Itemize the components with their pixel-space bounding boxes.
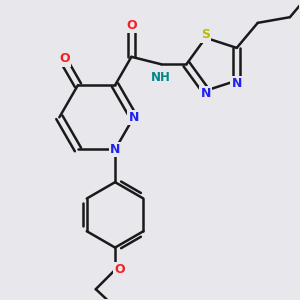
Text: O: O — [59, 52, 70, 65]
Text: N: N — [232, 77, 242, 90]
Text: N: N — [128, 111, 139, 124]
Text: N: N — [200, 87, 211, 100]
Text: NH: NH — [151, 71, 171, 84]
Text: S: S — [201, 28, 210, 41]
Text: O: O — [114, 263, 125, 276]
Text: O: O — [126, 19, 137, 32]
Text: N: N — [110, 143, 120, 156]
